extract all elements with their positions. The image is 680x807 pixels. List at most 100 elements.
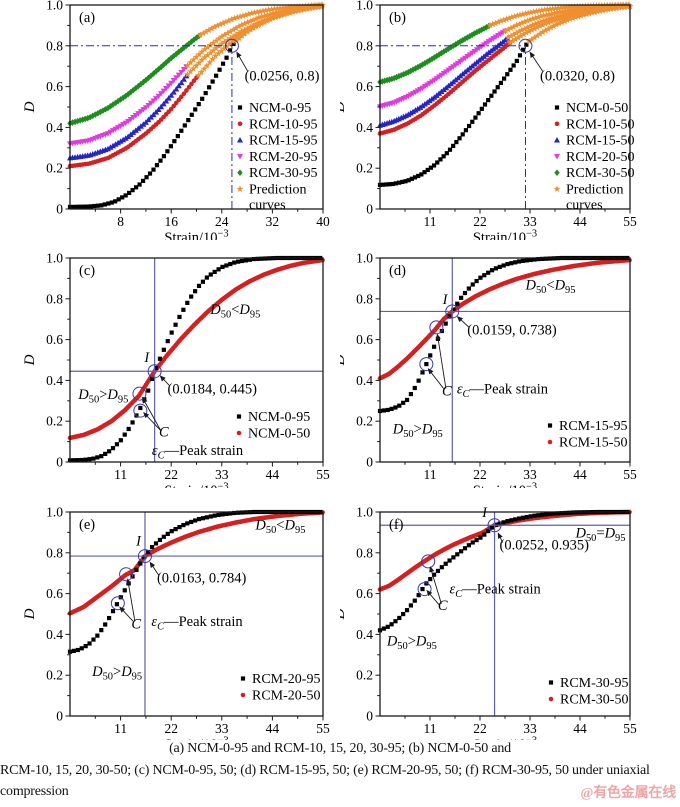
panel-a-chart: 8 16 24 32 40 0 0.2 0.4 0.6 0.8 1.0 Strain/10−3 D (a)… <box>0 0 340 240</box>
highlight-circles <box>417 518 502 597</box>
annotation-arrows <box>529 51 544 72</box>
svg-text:D: D <box>22 354 38 366</box>
svg-text:RCM-15-95: RCM-15-95 <box>249 134 317 149</box>
svg-text:24: 24 <box>215 214 229 229</box>
svg-text:0.2: 0.2 <box>46 668 63 683</box>
axis-ticks: 11 22 33 44 55 0 0.2 0.4 0.6 0.8 1.0 <box>356 0 637 229</box>
axis-ticks: 11 22 33 44 55 0 0.2 0.4 0.6 0.8 1.0 <box>46 505 330 737</box>
svg-text:C: C <box>438 598 448 614</box>
svg-text:0.4: 0.4 <box>356 627 373 642</box>
svg-text:0.8: 0.8 <box>46 291 63 306</box>
svg-text:1.0: 1.0 <box>46 251 63 266</box>
watermark: @有色金属在线 <box>580 786 676 802</box>
svg-text:33: 33 <box>523 467 537 482</box>
svg-text:Strain/10−3: Strain/10−3 <box>164 736 228 741</box>
svg-text:44: 44 <box>266 467 280 482</box>
caption-line-1: (a) NCM-0-95 and RCM-10, 15, 20, 30-95; … <box>169 741 511 756</box>
svg-text:44: 44 <box>266 721 280 736</box>
svg-text:0.8: 0.8 <box>46 545 63 560</box>
svg-text:NCM-0-95: NCM-0-95 <box>249 101 311 116</box>
svg-text:NCM-0-50: NCM-0-50 <box>566 101 628 116</box>
axis-ticks: 8 16 24 32 40 0 0.2 0.4 0.6 0.8 1.0 <box>46 0 330 229</box>
panel-e-chart: 11 22 33 44 55 0 0.2 0.4 0.6 0.8 1.0 Strain/10−3 D (e… <box>0 488 340 741</box>
svg-text:RCM-15-50: RCM-15-50 <box>559 436 627 451</box>
svg-text:0.2: 0.2 <box>46 161 63 176</box>
svg-text:0.6: 0.6 <box>46 332 63 347</box>
highlight-circles <box>224 38 239 53</box>
svg-text:33: 33 <box>523 721 537 736</box>
svg-text:εC—Peak strain: εC—Peak strain <box>457 382 549 401</box>
svg-text:0.2: 0.2 <box>356 414 373 429</box>
svg-text:I: I <box>442 292 449 308</box>
svg-text:NCM-0-95: NCM-0-95 <box>248 410 310 425</box>
svg-text:curves: curves <box>566 198 603 213</box>
series-RCM-30-95 <box>67 32 202 127</box>
svg-text:22: 22 <box>164 721 178 736</box>
svg-text:1.0: 1.0 <box>46 0 63 13</box>
svg-text:D: D <box>340 608 348 620</box>
svg-text:0.2: 0.2 <box>356 161 373 176</box>
svg-text:0.4: 0.4 <box>46 627 63 642</box>
svg-text:D50<D95: D50<D95 <box>209 302 260 321</box>
legend: RCM-20-95 RCM-20-50 <box>240 672 320 704</box>
svg-text:RCM-15-50: RCM-15-50 <box>566 134 634 149</box>
chart-svg-(e): 11 22 33 44 55 0 0.2 0.4 0.6 0.8 1.0 Strain/10−3 D (e… <box>22 505 330 741</box>
annotation-arrows <box>426 532 504 606</box>
annotations: I (0.0184, 0.445) CεC—Peak strain D50>D95 D5… <box>77 302 260 461</box>
svg-text:0: 0 <box>56 709 63 724</box>
svg-text:0.2: 0.2 <box>46 414 63 429</box>
series-Prediction-curves <box>486 1 634 46</box>
svg-text:(0.0320, 0.8): (0.0320, 0.8) <box>540 68 615 84</box>
svg-text:Prediction: Prediction <box>249 183 307 198</box>
svg-text:RCM-10-95: RCM-10-95 <box>249 117 317 132</box>
svg-text:0.4: 0.4 <box>46 120 63 135</box>
annotations: (0.0320, 0.8) <box>540 68 615 84</box>
svg-text:I: I <box>135 534 142 550</box>
caption-line-2: RCM-10, 15, 20, 30-50; (c) NCM-0-95, 50;… <box>0 762 650 778</box>
svg-text:(e): (e) <box>79 517 95 533</box>
svg-text:εC—Peak strain: εC—Peak strain <box>450 582 542 601</box>
svg-text:Strain/10−3: Strain/10−3 <box>164 482 228 489</box>
svg-text:0: 0 <box>56 455 63 470</box>
series-RCM-20-95 <box>67 64 190 147</box>
svg-text:(0.0159, 0.738): (0.0159, 0.738) <box>467 323 557 339</box>
svg-text:Strain/10−3: Strain/10−3 <box>473 736 537 741</box>
svg-text:(0.0163, 0.784): (0.0163, 0.784) <box>157 570 247 586</box>
svg-text:44: 44 <box>573 467 587 482</box>
svg-text:D50>D95: D50>D95 <box>392 421 443 440</box>
svg-text:(d): (d) <box>389 263 406 279</box>
svg-text:32: 32 <box>266 214 280 229</box>
svg-text:22: 22 <box>473 214 487 229</box>
legend: RCM-30-95 RCM-30-50 <box>548 676 628 708</box>
svg-text:8: 8 <box>117 214 124 229</box>
svg-text:RCM-10-50: RCM-10-50 <box>566 117 634 132</box>
svg-text:D50<D95: D50<D95 <box>254 517 305 536</box>
svg-text:D50=D95: D50=D95 <box>574 526 625 545</box>
svg-text:curves: curves <box>249 198 286 213</box>
svg-text:0.6: 0.6 <box>46 79 63 94</box>
panel-f-chart: 11 22 33 44 55 0 0.2 0.4 0.6 0.8 1.0 Strain/10−3 D (f… <box>340 488 680 741</box>
chart-svg-(f): 11 22 33 44 55 0 0.2 0.4 0.6 0.8 1.0 Strain/10−3 D (f… <box>340 505 637 741</box>
svg-text:RCM-20-50: RCM-20-50 <box>252 689 320 704</box>
svg-text:22: 22 <box>473 467 487 482</box>
svg-text:33: 33 <box>215 467 229 482</box>
series-RCM-30-50 <box>377 22 492 86</box>
svg-text:0.6: 0.6 <box>356 332 373 347</box>
crosshair <box>70 45 233 209</box>
svg-text:0.6: 0.6 <box>356 586 373 601</box>
svg-text:55: 55 <box>623 214 637 229</box>
svg-text:NCM-0-50: NCM-0-50 <box>248 427 310 442</box>
svg-text:C: C <box>131 616 141 632</box>
svg-text:RCM-20-50: RCM-20-50 <box>566 150 634 165</box>
svg-text:D: D <box>340 354 348 366</box>
series-NCM-0-95 <box>67 41 236 210</box>
axis-ticks: 11 22 33 44 55 0 0.2 0.4 0.6 0.8 1.0 <box>356 251 637 483</box>
svg-text:0.8: 0.8 <box>356 545 373 560</box>
caption-line-3: compression <box>0 784 69 800</box>
svg-text:0.8: 0.8 <box>356 291 373 306</box>
highlight-circles <box>518 38 533 53</box>
highlight-circles <box>419 304 460 372</box>
svg-text:RCM-30-95: RCM-30-95 <box>560 676 628 691</box>
svg-text:1.0: 1.0 <box>356 0 373 13</box>
